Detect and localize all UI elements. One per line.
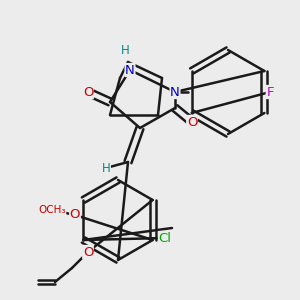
Text: F: F [266,85,274,98]
Text: OCH₃: OCH₃ [38,205,66,215]
Text: Cl: Cl [158,232,172,244]
Text: H: H [121,44,129,56]
Text: N: N [170,85,180,98]
Text: O: O [187,116,197,128]
Text: N: N [125,64,135,76]
Text: O: O [83,245,93,259]
Text: O: O [70,208,80,221]
Text: H: H [102,161,110,175]
Text: O: O [83,85,93,98]
